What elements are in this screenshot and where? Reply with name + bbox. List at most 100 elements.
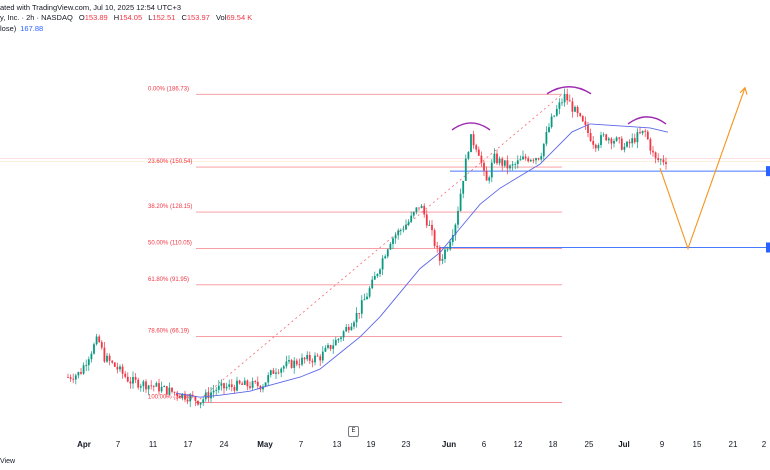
chart-attribution: ated with TradingView.com, Jul 10, 2025 … [0,3,182,12]
candle-body [119,366,121,370]
candle-body [620,138,623,150]
candle-body [124,373,127,377]
right-shoulder-arc [627,116,667,125]
candle-body [129,381,132,384]
candle-body [618,137,621,139]
candle-body [496,153,498,164]
candle-body [301,357,303,365]
candle-body [74,375,77,380]
candle-body [319,356,322,361]
candle-body [550,116,553,128]
candle-body [293,360,296,368]
candle-body [449,241,452,250]
candle-body [600,135,602,146]
candle-body [85,365,88,366]
candle-body [210,392,212,399]
candle-body [644,130,647,132]
candle-body [410,215,413,222]
candle-body [202,399,205,403]
candle-body [402,229,405,231]
candle-body [173,391,176,393]
candle-body [264,382,267,387]
candle-body [652,150,654,153]
candle-body [467,152,470,159]
candle-body [158,383,160,392]
candle-body [506,160,509,169]
candle-body [633,138,636,143]
left-shoulder-arc [451,122,491,131]
candle-body [269,370,272,376]
earnings-event-marker[interactable]: E [348,426,359,437]
candle-body [342,331,345,338]
candle-body [566,93,569,101]
candle-body [324,347,327,352]
candle-body [613,141,615,144]
candle-body [441,259,444,261]
candle-body [379,269,381,274]
candle-body [314,355,316,363]
candle-body [249,386,251,388]
candle-body [87,359,90,366]
candle-body [584,121,587,126]
low-label: L [148,13,153,22]
close-label: C [181,13,187,22]
candle-body [116,366,119,370]
candle-body [311,360,314,363]
candle-body [433,230,436,246]
x-axis-tick-label: 11 [149,440,158,449]
x-axis-tick-label: 6 [482,440,487,449]
candle-body [589,133,592,141]
candle-body [165,386,168,395]
candle-body [67,377,69,378]
candle-body [306,354,309,360]
candle-body [230,384,233,388]
candle-body [592,140,595,145]
candle-body [121,366,124,374]
candle-body [519,159,522,161]
candle-body [420,205,423,209]
candle-body [353,322,355,327]
candle-body [563,93,566,103]
candle-body [69,377,72,379]
fib-level-label: 23.60% (150.54) [148,159,192,165]
candle-body [462,180,465,194]
candle-body [623,146,626,150]
candle-body [340,337,342,339]
candle-body [594,144,597,149]
candle-body [446,249,449,251]
candle-body [163,386,166,388]
candle-body [532,159,535,161]
x-axis-tick-label: 9 [660,440,665,449]
candle-body [665,162,667,165]
candle-body [646,131,649,140]
candle-body [488,177,491,181]
x-axis-tick-label: 2 [762,440,767,449]
candle-body [275,372,277,374]
candle-body [451,234,454,242]
candle-body [555,108,558,116]
candle-body [470,134,472,153]
candle-body [145,381,147,390]
symbol-quote-line: y, Inc. · 2h · NASDAQ O153.89 H154.05 L1… [0,13,252,22]
candle-body [238,380,241,384]
candle-body [186,399,189,402]
high-value: 154.05 [119,13,143,22]
candle-body [524,156,527,159]
candle-body [160,387,163,392]
candle-body [217,385,220,390]
low-value: 152.51 [152,13,176,22]
candle-body [454,224,457,235]
close-value: 153.97 [186,13,210,22]
candle-body [197,400,199,405]
open-label: O [78,13,85,22]
candle-body [137,379,140,388]
candle-body [399,229,402,231]
candle-body [545,132,548,144]
candle-body [368,288,371,297]
fib-level-label: 0.00% (186.73) [148,86,189,92]
candle-body [444,249,446,260]
x-axis-tick-label: 24 [220,440,229,449]
fib-level-label: 61.80% (91.95) [148,277,189,283]
candle-body [607,138,610,141]
